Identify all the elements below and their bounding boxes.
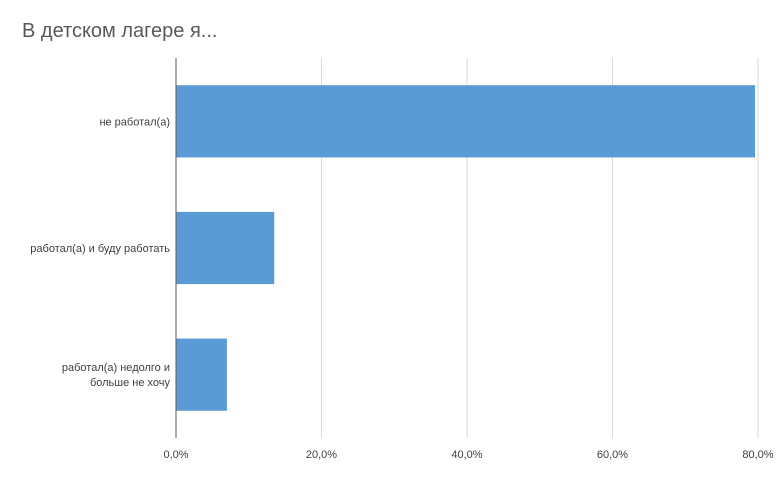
- chart-title: В детском лагере я...: [22, 20, 218, 42]
- category-label: не работал(а): [99, 116, 170, 128]
- x-tick-label: 0,0%: [163, 449, 188, 461]
- bars: [176, 85, 756, 411]
- x-tick-label: 60,0%: [597, 449, 628, 461]
- bar: [176, 85, 756, 158]
- x-tick-labels: 0,0% 20,0% 40,0% 60,0% 80,0%: [163, 449, 773, 461]
- x-tick-label: 20,0%: [306, 449, 337, 461]
- x-tick-label: 40,0%: [451, 449, 482, 461]
- bar: [176, 211, 275, 285]
- category-label: работал(а) и буду работать: [30, 243, 170, 255]
- category-labels: не работал(а) работал(а) и буду работать р…: [30, 116, 170, 389]
- bar: [176, 338, 227, 411]
- x-tick-label: 80,0%: [742, 449, 773, 461]
- category-label: работал(а) недолго и больше не хочу: [62, 362, 171, 389]
